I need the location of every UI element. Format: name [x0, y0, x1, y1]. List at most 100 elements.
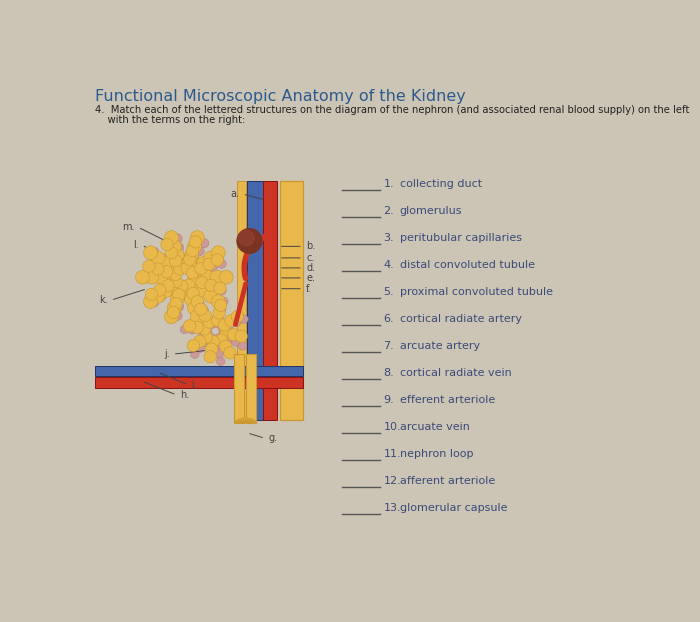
Circle shape — [215, 350, 223, 358]
Circle shape — [194, 335, 206, 348]
Text: f.: f. — [306, 284, 312, 294]
Circle shape — [189, 236, 202, 248]
Circle shape — [196, 257, 210, 271]
Circle shape — [157, 292, 166, 301]
Polygon shape — [236, 420, 245, 423]
Bar — [263, 181, 277, 420]
Circle shape — [225, 321, 234, 329]
Text: with the terms on the right:: with the terms on the right: — [95, 116, 246, 126]
Text: glomerulus: glomerulus — [400, 207, 462, 216]
Polygon shape — [246, 418, 250, 423]
Polygon shape — [246, 419, 253, 423]
Text: 3.: 3. — [384, 233, 394, 243]
Text: j.: j. — [164, 349, 169, 359]
Text: cortical radiate artery: cortical radiate artery — [400, 314, 522, 324]
Circle shape — [171, 280, 180, 289]
Text: nephron loop: nephron loop — [400, 449, 473, 459]
Polygon shape — [241, 418, 245, 423]
Circle shape — [214, 282, 226, 294]
Circle shape — [195, 299, 204, 308]
Polygon shape — [246, 419, 254, 423]
Circle shape — [180, 325, 189, 334]
Bar — [95, 366, 303, 376]
Circle shape — [196, 284, 210, 298]
Polygon shape — [246, 418, 247, 423]
Bar — [246, 354, 256, 424]
Circle shape — [182, 257, 196, 271]
Circle shape — [151, 289, 165, 303]
Circle shape — [204, 327, 212, 335]
Circle shape — [208, 283, 218, 292]
Circle shape — [181, 262, 193, 274]
Circle shape — [174, 263, 186, 275]
Circle shape — [211, 246, 225, 259]
Circle shape — [176, 280, 188, 292]
Text: 1.: 1. — [384, 179, 394, 189]
Circle shape — [217, 286, 226, 295]
Circle shape — [168, 272, 177, 282]
Circle shape — [178, 261, 187, 271]
Text: Functional Microscopic Anatomy of the Kidney: Functional Microscopic Anatomy of the Ki… — [95, 88, 466, 103]
Circle shape — [171, 265, 180, 274]
Text: cortical radiate vein: cortical radiate vein — [400, 368, 512, 378]
Circle shape — [206, 320, 215, 329]
Circle shape — [207, 335, 219, 348]
Polygon shape — [246, 420, 256, 423]
Circle shape — [199, 323, 211, 335]
Circle shape — [199, 307, 209, 316]
Text: 11.: 11. — [384, 449, 401, 459]
Polygon shape — [237, 419, 245, 423]
Text: proximal convoluted tubule: proximal convoluted tubule — [400, 287, 553, 297]
Text: i.: i. — [191, 380, 197, 390]
Circle shape — [182, 284, 196, 297]
Polygon shape — [239, 419, 245, 423]
Polygon shape — [246, 422, 257, 424]
Text: 2.: 2. — [384, 207, 394, 216]
Circle shape — [195, 262, 207, 275]
Circle shape — [186, 262, 195, 272]
Circle shape — [196, 344, 204, 353]
Circle shape — [167, 306, 180, 318]
Circle shape — [204, 351, 216, 363]
Circle shape — [220, 297, 228, 305]
Circle shape — [218, 324, 227, 332]
Circle shape — [238, 341, 247, 350]
Circle shape — [202, 314, 211, 323]
Circle shape — [164, 310, 178, 323]
Text: distal convoluted tubule: distal convoluted tubule — [400, 260, 535, 270]
Circle shape — [176, 293, 186, 302]
Bar — [237, 181, 246, 420]
Circle shape — [164, 231, 178, 244]
Circle shape — [211, 314, 224, 327]
Circle shape — [203, 316, 216, 328]
Circle shape — [170, 292, 184, 306]
Circle shape — [140, 272, 150, 282]
Circle shape — [195, 326, 204, 335]
Circle shape — [190, 310, 204, 323]
Circle shape — [186, 282, 195, 292]
Circle shape — [197, 308, 206, 317]
Circle shape — [215, 334, 228, 346]
Circle shape — [232, 338, 240, 346]
Text: h.: h. — [180, 390, 189, 400]
Circle shape — [190, 254, 199, 264]
Polygon shape — [243, 418, 246, 423]
Circle shape — [188, 301, 202, 315]
Circle shape — [199, 266, 209, 275]
Circle shape — [174, 243, 184, 252]
Circle shape — [164, 286, 173, 295]
Circle shape — [185, 248, 199, 262]
Circle shape — [173, 257, 187, 271]
Circle shape — [146, 288, 158, 300]
Circle shape — [144, 295, 158, 309]
Circle shape — [162, 280, 174, 292]
Polygon shape — [240, 418, 245, 423]
Text: g.: g. — [268, 434, 277, 443]
Circle shape — [201, 338, 209, 347]
Circle shape — [211, 254, 223, 266]
Polygon shape — [246, 420, 256, 423]
Circle shape — [204, 251, 218, 265]
Circle shape — [173, 289, 185, 301]
Circle shape — [183, 253, 196, 266]
Circle shape — [153, 284, 166, 296]
